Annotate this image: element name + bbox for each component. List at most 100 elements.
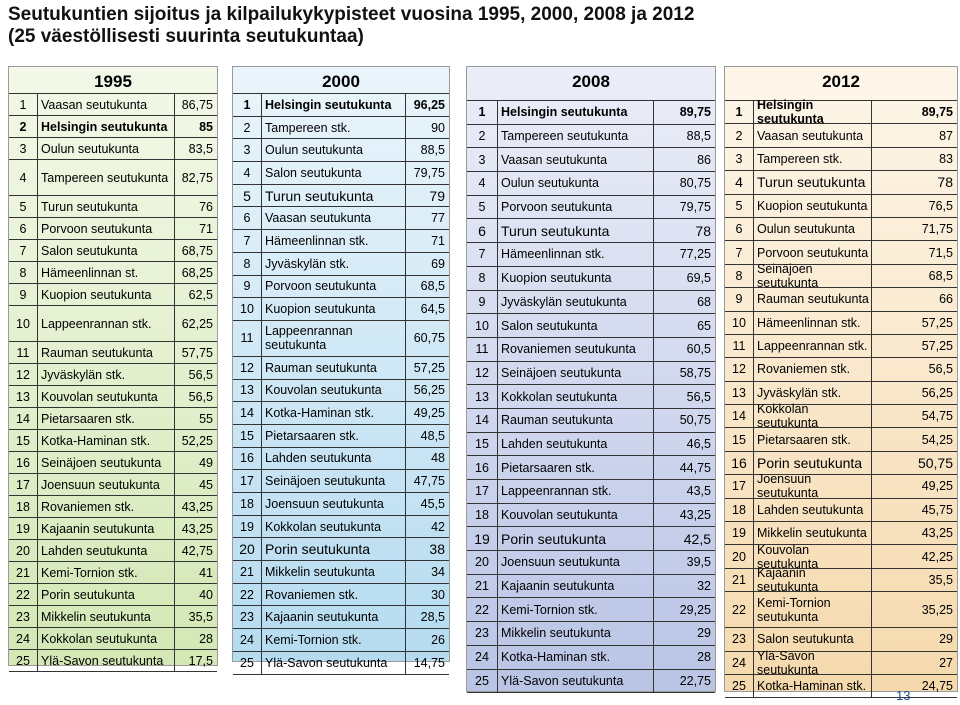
- table-row: 19 Kokkolan seutukunta 42: [233, 516, 449, 539]
- rank-cell: 20: [239, 541, 255, 558]
- score-cell: 86: [697, 152, 711, 167]
- score-cell: 29: [939, 632, 953, 647]
- score-cell: 68,25: [181, 265, 213, 280]
- score-cell: 77,25: [679, 247, 711, 262]
- ranking-table: 1 Helsingin seutukunta 89,75 2 Tampereen seu…: [467, 100, 715, 694]
- table-row: 19 Porin seutukunta 42,5: [467, 527, 715, 552]
- score-cell: 35,5: [928, 573, 953, 587]
- rank-cell: 1: [735, 105, 743, 120]
- region-name-cell: Salon seutukunta: [265, 165, 362, 180]
- region-name-cell: Kajaanin seutukunta: [265, 610, 379, 625]
- region-name-cell: Lappeenrannan stk.: [501, 484, 612, 499]
- table-row: 23 Mikkelin seutukunta 35,5: [9, 606, 217, 628]
- score-cell: 55: [199, 411, 213, 426]
- region-name-cell: Lappeenrannan stk.: [41, 316, 152, 331]
- table-row: 18 Joensuun seutukunta 45,5: [233, 493, 449, 516]
- score-cell: 56,5: [188, 367, 213, 382]
- table-row: 14 Rauman seutukunta 50,75: [467, 409, 715, 433]
- region-name-cell: Kajaanin seutukunta: [501, 579, 615, 594]
- score-cell: 96,25: [413, 97, 445, 112]
- region-name-cell: Pietarsaaren stk.: [41, 411, 135, 426]
- score-cell: 29: [697, 626, 711, 641]
- table-row: 17 Joensuun seutukunta 49,25: [725, 472, 957, 500]
- rank-cell: 15: [16, 433, 30, 448]
- region-name-cell: Kemi-Tornion seutukunta: [757, 595, 831, 624]
- region-name-cell: Seinäjoen seutukunta: [501, 365, 622, 380]
- region-name-cell: Mikkelin seutukunta: [501, 626, 611, 641]
- region-name-cell: Kokkolan seutukunta: [265, 519, 382, 534]
- region-name-cell: Ylä-Savon seutukunta: [265, 655, 388, 670]
- rank-cell: 13: [240, 383, 254, 398]
- rank-cell: 1: [19, 97, 27, 112]
- rank-cell: 22: [16, 587, 30, 602]
- rank-cell: 25: [16, 653, 30, 668]
- score-cell: 45: [199, 477, 213, 492]
- table-row: 2 Tampereen stk. 90: [233, 117, 449, 140]
- score-cell: 49,25: [921, 479, 953, 494]
- score-cell: 56,5: [686, 389, 711, 404]
- table-row: 10 Hämeenlinnan stk. 57,25: [725, 312, 957, 335]
- score-cell: 88,5: [686, 129, 711, 144]
- rank-cell: 14: [240, 406, 254, 421]
- score-cell: 56,25: [413, 383, 445, 398]
- table-row: 4 Tampereen seutukunta 82,75: [9, 160, 217, 196]
- page-title: Seutukuntien sijoitus ja kilpailukykypis…: [8, 4, 694, 48]
- rank-cell: 16: [16, 455, 30, 470]
- rank-cell: 18: [475, 508, 489, 523]
- region-name-cell: Rovaniemen stk.: [265, 587, 359, 602]
- table-row: 18 Kouvolan seutukunta 43,25: [467, 504, 715, 528]
- region-name-cell: Ylä-Savon seutukunta: [501, 673, 624, 688]
- rank-cell: 5: [735, 198, 743, 213]
- table-row: 12 Jyväskylän stk. 56,5: [9, 364, 217, 386]
- score-cell: 57,25: [921, 315, 953, 330]
- table-row: 15 Pietarsaaren stk. 48,5: [233, 425, 449, 448]
- score-cell: 76,5: [928, 198, 953, 213]
- score-cell: 43,25: [921, 526, 953, 541]
- region-name-cell: Turun seutukunta: [757, 175, 866, 190]
- region-name-cell: Joensuun seutukunta: [501, 555, 620, 570]
- score-cell: 78: [695, 222, 711, 239]
- table-row: 3 Tampereen stk. 83: [725, 148, 957, 172]
- table-row: 3 Oulun seutukunta 83,5: [9, 138, 217, 160]
- region-name-cell: Kotka-Haminan stk.: [501, 650, 611, 665]
- region-name-cell: Vaasan seutukunta: [41, 97, 148, 112]
- rank-cell: 25: [732, 679, 746, 694]
- table-row: 12 Rauman seutukunta 57,25: [233, 357, 449, 380]
- rank-cell: 20: [16, 543, 30, 558]
- rank-cell: 23: [16, 609, 30, 624]
- rank-cell: 14: [732, 409, 746, 424]
- table-row: 13 Kouvolan seutukunta 56,25: [233, 380, 449, 403]
- table-row: 24 Ylä-Savon seutukunta 27: [725, 649, 957, 677]
- table-row: 20 Joensuun seutukunta 39,5: [467, 551, 715, 575]
- score-cell: 28,5: [420, 610, 445, 625]
- score-cell: 50,75: [679, 413, 711, 428]
- region-name-cell: Rovaniemen stk.: [41, 499, 135, 514]
- table-row: 4 Turun seutukunta 78: [725, 171, 957, 195]
- score-cell: 56,5: [928, 362, 953, 377]
- rank-cell: 9: [243, 279, 251, 294]
- table-row: 11 Rauman seutukunta 57,75: [9, 342, 217, 364]
- table-row: 15 Kotka-Haminan stk. 52,25: [9, 430, 217, 452]
- rank-cell: 19: [474, 530, 490, 547]
- rank-cell: 1: [243, 97, 251, 112]
- table-row: 25 Ylä-Savon seutukunta 17,5: [9, 650, 217, 672]
- score-cell: 48,5: [420, 428, 445, 443]
- rank-cell: 13: [732, 385, 746, 400]
- score-cell: 71: [199, 221, 213, 236]
- ranking-table: 1 Vaasan seutukunta 86,75 2 Helsingin seutuk…: [9, 93, 217, 672]
- table-row: 21 Kajaanin seutukunta 35,5: [725, 566, 957, 594]
- region-name-cell: Jyväskylän stk.: [757, 385, 842, 400]
- region-name-cell: Vaasan seutukunta: [757, 128, 864, 143]
- score-cell: 79,75: [679, 200, 711, 215]
- score-cell: 68,75: [181, 243, 213, 258]
- score-cell: 65: [697, 318, 711, 333]
- region-name-cell: Pietarsaaren stk.: [265, 428, 359, 443]
- region-name-cell: Mikkelin seutukunta: [265, 564, 375, 579]
- rank-cell: 21: [475, 579, 489, 594]
- ranking-panel-1995: 1995 1 Vaasan seutukunta 86,75 2 Helsingin s…: [8, 66, 218, 672]
- region-name-cell: Helsingin seutukunta: [265, 97, 392, 112]
- table-row: 21 Kajaanin seutukunta 32: [467, 575, 715, 599]
- rank-cell: 20: [475, 555, 489, 570]
- table-row: 24 Kokkolan seutukunta 28: [9, 628, 217, 650]
- table-row: 1 Helsingin seutukunta 89,75: [725, 98, 957, 126]
